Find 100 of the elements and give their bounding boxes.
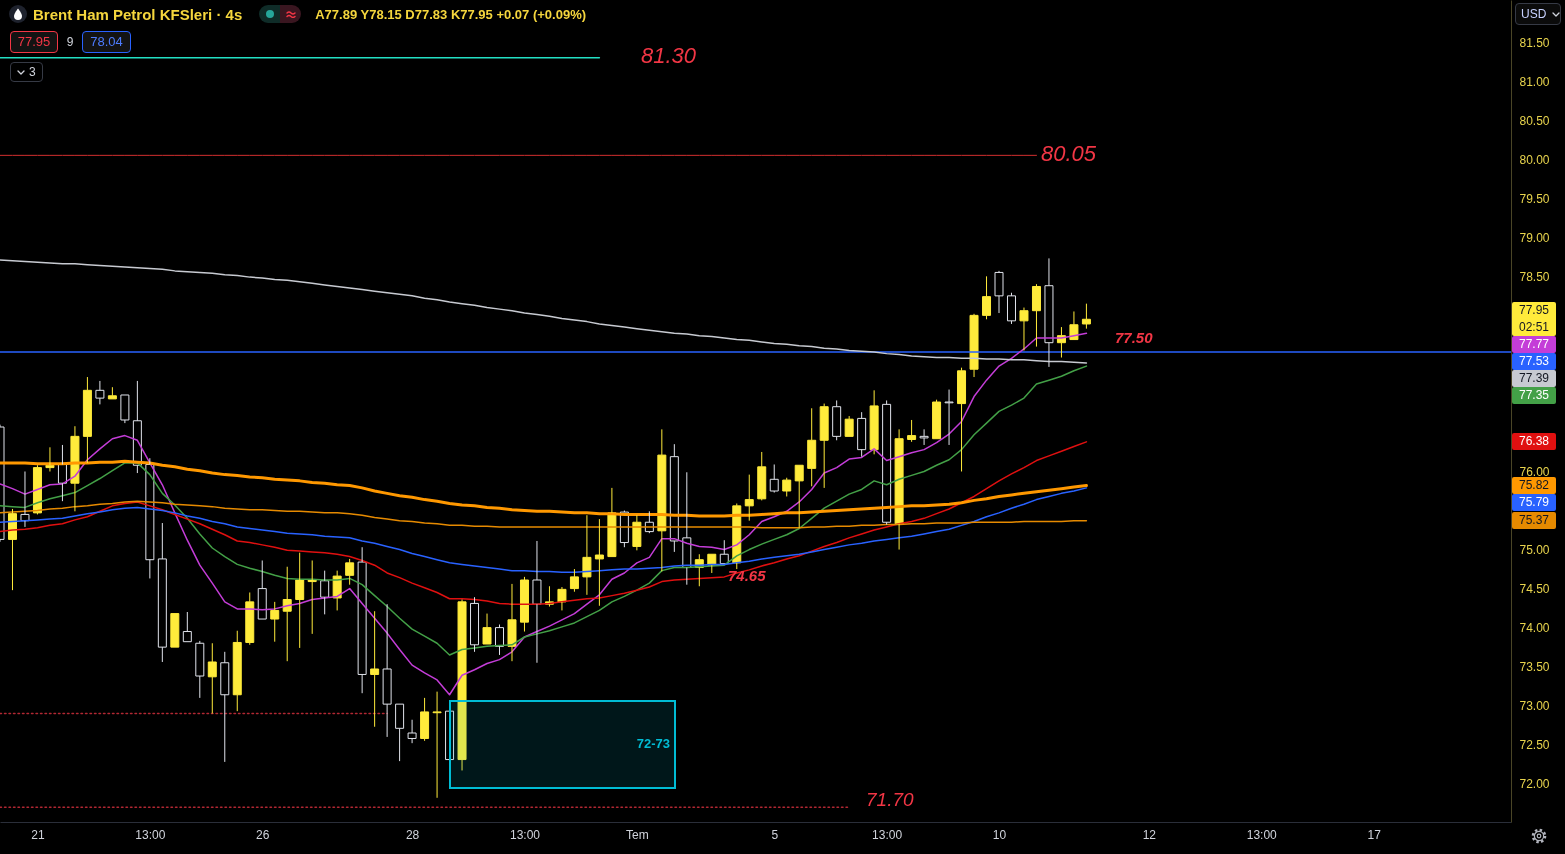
candlestick [157,522,167,663]
candlestick [1031,283,1041,348]
sell-button: 77.95 [10,31,58,53]
candlestick [782,477,792,497]
candlestick [420,697,430,742]
candlestick [632,514,642,551]
text: 75.79 [1512,494,1556,511]
y-tick-label: 78.50 [1519,269,1550,284]
x-tick-label: 13:00 [135,827,166,842]
y-tick-label: 80.50 [1519,113,1550,128]
candlestick [582,514,592,596]
line-series [0,365,1088,656]
candlestick [195,640,205,699]
annotation: 77.50 [1115,329,1153,347]
text: 76.38 [1512,433,1556,451]
y-tick-label: 72.00 [1519,777,1550,792]
annotation: 81.30 [641,43,697,69]
collapse-button: 3 [10,62,43,82]
candlestick [345,558,355,586]
candlestick [669,443,679,553]
x-tick-label: 13:00 [509,827,541,842]
y-tick-label: 73.00 [1519,699,1550,714]
candlestick [982,275,992,320]
y-tick-label: 74.50 [1519,582,1550,597]
candlestick [145,457,155,579]
candlestick [994,270,1004,314]
candlestick [507,583,517,662]
candlestick [232,630,242,712]
x-tick-label: 13:00 [872,827,903,842]
text: A77.89 Y78.15 D77.83 K77.95 +0.07 (+0.09%) [315,6,587,22]
currency-dropdown: USD [1515,3,1561,25]
annotation: 9 [65,34,75,51]
y-tick-label: 80.00 [1519,152,1550,167]
candlestick [769,463,779,494]
candlestick [20,471,30,528]
y-tick-label: 73.50 [1519,660,1550,675]
candlestick [1007,292,1016,325]
candlestick [57,444,67,502]
text: 77.39 [1512,370,1556,388]
x-tick-label: 12 [1142,827,1157,842]
annotation: 80.05 [1041,141,1097,167]
y-tick-label: 76.00 [1519,465,1550,479]
candlestick [657,428,667,572]
annotation: 71.70 [866,789,914,811]
text: 75.37 [1512,512,1556,530]
candlestick [470,596,480,653]
candlestick [82,376,92,464]
y-tick-label: 72.50 [1519,738,1550,753]
candlestick [944,389,954,446]
candlestick [282,566,292,662]
candlestick [807,407,817,487]
candlestick [370,610,380,728]
x-tick-label: 5 [771,827,779,842]
candlestick [894,428,904,551]
text: 75.82 [1512,477,1556,494]
candlestick [1081,303,1091,330]
candlestick [407,719,417,744]
y-tick-label: 79.50 [1519,191,1550,206]
x-tick-label: 28 [405,827,420,842]
chart-title: Brent Ham Petrol KFSleri · 4s [33,5,243,23]
x-tick-label: 26 [256,827,270,842]
buy-button: 78.04 [82,31,131,53]
y-tick-label: 81.50 [1519,35,1550,50]
candlestick [45,446,55,472]
x-tick-label: 17 [1367,827,1382,842]
x-tick-label: 10 [992,827,1007,842]
y-tick-label: 79.00 [1519,230,1550,245]
candlestick [557,586,567,611]
candlestick [857,411,867,458]
annotation: 72-73 [636,735,670,752]
text: 02:51 [1518,319,1550,337]
text: 77.77 [1512,336,1556,354]
candlestick [245,592,255,646]
candlestick [969,313,979,378]
line-series [0,441,1088,605]
candlestick [320,570,330,615]
candlestick [1044,257,1054,368]
candlestick [207,642,217,714]
candlestick [519,576,529,633]
y-tick-label: 75.00 [1519,543,1550,558]
y-tick-label: 74.00 [1519,621,1550,636]
candlestick [457,599,467,771]
annotation: 74.65 [728,567,766,585]
x-tick-label: 21 [31,827,45,842]
candlestick [594,518,604,607]
candlestick [907,419,917,443]
candlestick [7,508,17,591]
candlestick [919,428,929,446]
candlestick [220,651,230,763]
line-series [0,259,1088,364]
annotation: 3 [29,65,36,79]
x-tick-label: Tem [626,827,649,842]
text: 77.35 [1512,387,1556,405]
text: 77.95 [1518,302,1550,320]
candlestick [744,474,754,522]
candlestick [495,624,504,656]
candlestick [382,603,392,738]
candlestick [832,399,842,441]
candlestick [295,552,305,649]
candlestick [1019,307,1029,351]
